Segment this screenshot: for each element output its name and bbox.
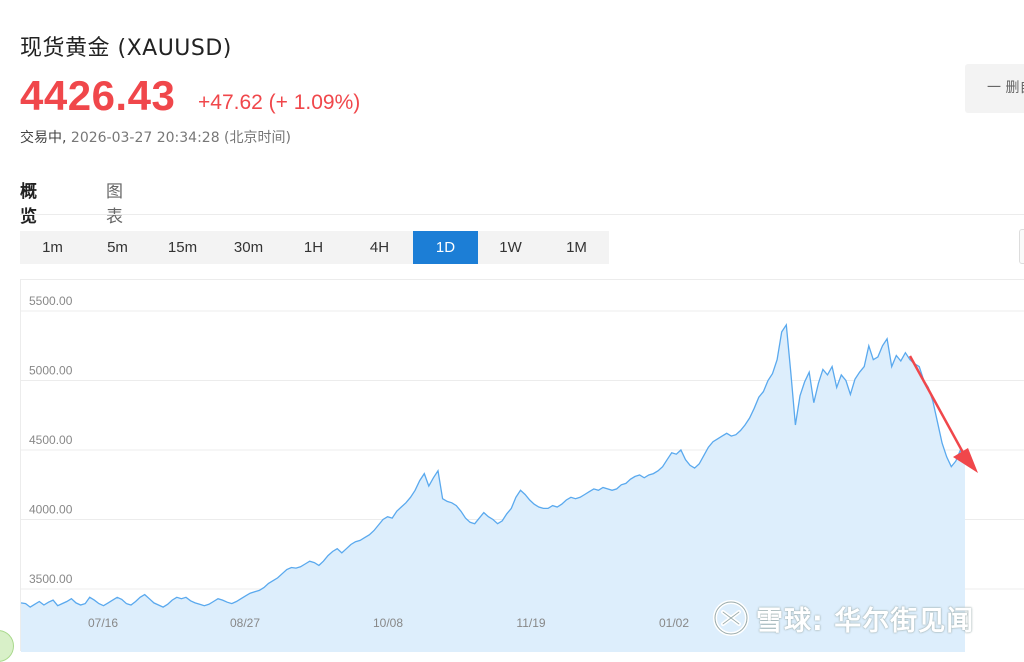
period-1mo[interactable]: 1M: [566, 239, 587, 256]
instrument-title: 现货黄金 (XAUUSD): [20, 36, 232, 61]
trend-arrow-head: [953, 448, 978, 473]
y-tick-label: 5000.00: [29, 364, 73, 378]
quote-timestamp: 2026-03-27 20:34:28 (北京时间): [70, 130, 291, 146]
period-1h[interactable]: 1H: [303, 239, 324, 256]
trend-arrow-line: [908, 355, 968, 459]
corner-widget-icon[interactable]: [0, 630, 14, 662]
x-tick-label: 01/02: [659, 616, 689, 630]
y-tick-label: 4000.00: [29, 503, 73, 517]
chart-settings-button[interactable]: [1019, 229, 1024, 264]
x-tick-label: 10/08: [373, 616, 403, 630]
period-1w[interactable]: 1W: [499, 239, 522, 256]
period-selector: 1m 5m 15m 30m 1H 4H 1D 1W 1M: [20, 231, 609, 264]
trading-status-label: 交易中,: [20, 130, 67, 146]
price-change: +47.62 (+ 1.09%): [198, 91, 361, 114]
period-15m[interactable]: 15m: [167, 239, 198, 256]
price-chart: 5500.00 5000.00 4500.00 4000.00 3500.00 07/16…: [20, 279, 1024, 652]
period-30m[interactable]: 30m: [233, 239, 264, 256]
watermark-text: 雪球: 华尔街见闻: [756, 605, 975, 637]
x-tick-label: 08/27: [230, 616, 260, 630]
y-tick-label: 3500.00: [29, 572, 73, 586]
watermark: 雪球: 华尔街见闻: [712, 598, 974, 638]
period-1d[interactable]: 1D: [413, 231, 478, 264]
current-price: 4426.43: [20, 72, 176, 119]
period-4h[interactable]: 4H: [369, 239, 390, 256]
x-tick-label: 07/16: [88, 616, 118, 630]
period-5m[interactable]: 5m: [107, 239, 128, 256]
price-chart-svg: 5500.00 5000.00 4500.00 4000.00 3500.00 07/16…: [20, 294, 1024, 652]
side-action-button[interactable]: 一 删自: [965, 64, 1024, 113]
tabs-divider: [20, 214, 1024, 215]
y-tick-label: 5500.00: [29, 294, 73, 308]
trading-status: 交易中, 2026-03-27 20:34:28 (北京时间): [20, 127, 291, 147]
x-tick-label: 11/19: [516, 616, 545, 630]
period-1m[interactable]: 1m: [42, 239, 63, 256]
snowball-logo-icon: [713, 600, 749, 636]
price-line: [20, 322, 966, 608]
y-tick-label: 4500.00: [29, 433, 73, 447]
tab-chart[interactable]: 图表: [106, 182, 123, 227]
price-area: [21, 324, 965, 652]
